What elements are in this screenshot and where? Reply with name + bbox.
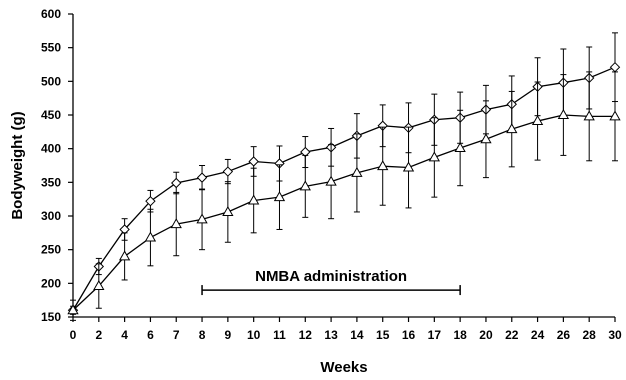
y-axis-ticks: 150 200 250 300 350 400 450 500 550 600 <box>41 7 73 324</box>
triangle-marker <box>299 180 311 191</box>
x-tick-label: 30 <box>608 328 622 342</box>
series-line <box>72 114 615 311</box>
diamond-marker <box>145 195 156 207</box>
triangle-marker <box>609 110 621 121</box>
annotation-label: NMBA administration <box>255 268 407 285</box>
y-tick-label: 350 <box>41 175 61 189</box>
annotation-layer: NMBA administration <box>201 268 461 296</box>
triangle-marker <box>557 108 570 119</box>
x-tick-label: 7 <box>173 328 180 342</box>
triangle-marker <box>170 218 182 229</box>
x-tick-label: 18 <box>453 328 467 342</box>
series-line <box>72 66 616 311</box>
diamond-marker <box>609 61 621 73</box>
x-tick-label: 8 <box>199 328 206 342</box>
x-tick-label: 26 <box>557 328 571 342</box>
triangle-marker <box>144 231 157 242</box>
y-tick-label: 200 <box>41 276 61 290</box>
x-tick-label: 11 <box>273 328 286 342</box>
diamond-marker <box>248 156 259 167</box>
triangle-marker <box>402 161 415 172</box>
y-tick-label: 150 <box>41 310 61 324</box>
triangle-marker <box>583 110 595 121</box>
y-tick-label: 500 <box>41 74 61 88</box>
triangle-marker <box>248 194 260 205</box>
x-tick-label: 6 <box>147 328 154 342</box>
x-tick-label: 0 <box>70 328 77 342</box>
x-tick-label: 12 <box>299 328 313 342</box>
x-tick-label: 20 <box>479 328 493 342</box>
diamond-marker <box>196 172 208 183</box>
triangle-marker <box>480 133 492 144</box>
triangle-marker <box>93 280 105 291</box>
x-tick-label: 9 <box>225 328 232 342</box>
x-tick-label: 2 <box>95 328 102 342</box>
triangle-marker <box>222 205 234 216</box>
x-axis-ticks: 0 2 4 6 7 8 9 10 11 12 13 14 15 16 17 18 20 22 24 26 28 30 <box>70 317 622 342</box>
y-tick-label: 400 <box>41 142 61 156</box>
y-tick-label: 550 <box>41 41 61 55</box>
x-tick-label: 13 <box>324 328 338 342</box>
x-tick-label: 16 <box>402 328 416 342</box>
triangle-marker <box>506 123 518 134</box>
diamond-marker <box>222 166 234 177</box>
x-tick-label: 15 <box>376 328 390 342</box>
x-tick-label: 14 <box>350 328 364 342</box>
triangle-marker <box>118 250 131 261</box>
diamond-marker <box>171 177 182 189</box>
x-tick-label: 17 <box>428 328 442 342</box>
series-layer <box>67 32 621 321</box>
triangle-marker <box>273 191 286 202</box>
x-tick-label: 28 <box>583 328 597 342</box>
x-tick-label: 4 <box>121 328 128 342</box>
y-tick-label: 450 <box>41 108 61 122</box>
series-triangle <box>67 71 621 321</box>
y-tick-label: 600 <box>41 7 61 21</box>
x-tick-label: 24 <box>531 328 545 342</box>
triangle-marker <box>454 141 466 152</box>
triangle-marker <box>325 175 337 186</box>
triangle-marker <box>377 160 389 171</box>
x-tick-label: 10 <box>247 328 261 342</box>
y-tick-label: 300 <box>41 209 61 223</box>
triangle-marker <box>428 151 440 162</box>
y-axis-title: Bodyweight (g) <box>9 111 26 219</box>
y-tick-label: 250 <box>41 243 61 257</box>
x-axis-title: Weeks <box>320 359 367 376</box>
x-tick-label: 22 <box>505 328 519 342</box>
triangle-marker <box>196 213 208 224</box>
triangle-marker <box>531 115 544 126</box>
triangle-marker <box>67 304 79 315</box>
triangle-marker <box>351 166 363 177</box>
